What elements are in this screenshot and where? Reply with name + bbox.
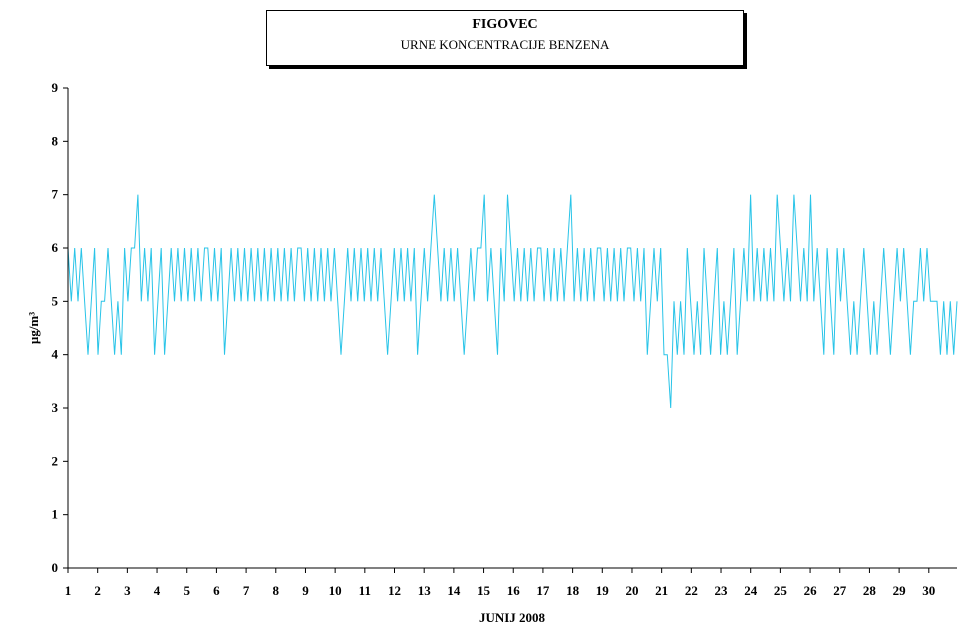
- y-tick-label: 8: [52, 133, 59, 148]
- x-tick-label: 6: [213, 583, 220, 598]
- y-tick-label: 5: [52, 293, 59, 308]
- x-tick-label: 12: [388, 583, 401, 598]
- x-tick-label: 7: [243, 583, 250, 598]
- y-tick-label: 3: [52, 400, 59, 415]
- x-tick-label: 13: [418, 583, 432, 598]
- x-tick-label: 29: [893, 583, 907, 598]
- x-tick-label: 28: [863, 583, 877, 598]
- x-tick-label: 26: [804, 583, 818, 598]
- x-tick-label: 15: [477, 583, 491, 598]
- x-axis-ticks: 1 2 3 4 5 6 7 8 9 10 11 12 13 14 15 16 17 18 19 20 21 22 23 24 2…: [65, 568, 935, 598]
- y-tick-label: 9: [52, 80, 59, 95]
- x-tick-label: 23: [715, 583, 729, 598]
- y-axis-title: µg/m³: [26, 312, 41, 344]
- x-tick-label: 19: [596, 583, 610, 598]
- x-tick-label: 14: [447, 583, 461, 598]
- x-tick-label: 1: [65, 583, 72, 598]
- y-axis-ticks: 0 1 2 3 4 5 6 7 8 9: [52, 80, 68, 575]
- series-line: [67, 194, 958, 409]
- chart-subtitle: URNE KONCENTRACIJE BENZENA: [400, 37, 610, 52]
- axes: [67, 88, 957, 569]
- chart-title: FIGOVEC: [472, 17, 538, 32]
- x-tick-label: 20: [625, 583, 638, 598]
- x-tick-label: 24: [744, 583, 758, 598]
- x-tick-label: 25: [774, 583, 788, 598]
- y-tick-label: 2: [52, 453, 59, 468]
- x-tick-label: 10: [329, 583, 342, 598]
- x-tick-label: 4: [154, 583, 161, 598]
- x-tick-label: 17: [536, 583, 550, 598]
- chart-title-box: FIGOVEC URNE KONCENTRACIJE BENZENA: [266, 10, 744, 66]
- x-tick-label: 30: [922, 583, 935, 598]
- y-tick-label: 7: [52, 187, 59, 202]
- y-tick-label: 6: [52, 240, 59, 255]
- x-tick-label: 9: [302, 583, 309, 598]
- y-tick-label: 1: [52, 507, 59, 522]
- plot-area: [67, 194, 958, 409]
- x-tick-label: 21: [655, 583, 668, 598]
- x-tick-label: 3: [124, 583, 131, 598]
- x-tick-label: 22: [685, 583, 698, 598]
- x-tick-label: 11: [359, 583, 371, 598]
- x-tick-label: 5: [183, 583, 190, 598]
- y-tick-label: 4: [52, 347, 59, 362]
- x-axis-title: JUNIJ 2008: [479, 610, 546, 625]
- x-tick-label: 18: [566, 583, 580, 598]
- y-tick-label: 0: [52, 560, 59, 575]
- x-tick-label: 8: [273, 583, 280, 598]
- x-tick-label: 27: [833, 583, 847, 598]
- x-tick-label: 16: [507, 583, 521, 598]
- x-tick-label: 2: [94, 583, 101, 598]
